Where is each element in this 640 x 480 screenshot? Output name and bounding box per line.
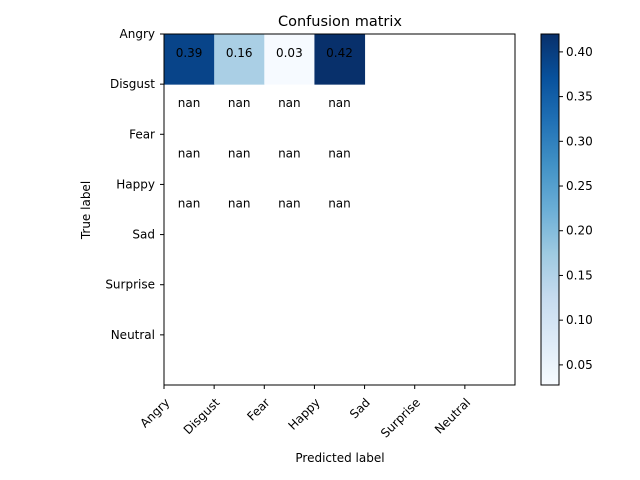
- y-axis-ticks: Angry Disgust Fear Happy Sad Surprise Neutral: [105, 27, 164, 342]
- y-tick-label: Happy: [116, 177, 155, 191]
- cell-value-label: 0.39: [176, 46, 203, 60]
- colorbar-tick-label: 0.15: [566, 268, 593, 282]
- x-tick-label: Sad: [347, 395, 373, 421]
- y-axis-label: True label: [79, 181, 93, 240]
- x-tick-label: Disgust: [181, 395, 223, 437]
- colorbar-ticks: 0.05 0.10 0.15 0.20 0.25 0.30 0.35 0.40: [559, 45, 593, 372]
- cell-value-label: nan: [178, 197, 201, 211]
- cell-value-label: nan: [278, 146, 301, 160]
- cell-value-label: nan: [228, 96, 251, 110]
- cell-value-label: 0.03: [276, 46, 303, 60]
- x-axis-ticks: Angry Disgust Fear Happy Sad Surprise Neutral: [137, 385, 473, 440]
- x-axis-label: Predicted label: [295, 451, 384, 465]
- colorbar-tick-label: 0.20: [566, 224, 593, 238]
- colorbar-tick-label: 0.05: [566, 358, 593, 372]
- heatmap-cells: [164, 34, 366, 85]
- x-tick-label: Neutral: [432, 395, 473, 436]
- y-tick-label: Surprise: [105, 278, 155, 292]
- cell-value-label: nan: [328, 197, 351, 211]
- plot-frame: [163, 33, 516, 386]
- heatmap-cell: [314, 34, 366, 85]
- cell-value-label: 0.16: [226, 46, 253, 60]
- heatmap-cell: [164, 34, 215, 85]
- x-tick-label: Surprise: [378, 395, 423, 440]
- x-tick-label: Angry: [137, 395, 172, 430]
- heatmap-cell: [264, 34, 315, 85]
- cell-value-labels: 0.39 0.16 0.03 0.42 nan nan nan nan nan nan nan nan…: [176, 46, 353, 210]
- chart-title: Confusion matrix: [278, 14, 402, 30]
- heatmap-cell: [214, 34, 265, 85]
- y-tick-label: Disgust: [110, 77, 155, 91]
- cell-value-label: nan: [228, 197, 251, 211]
- cell-value-label: nan: [228, 146, 251, 160]
- cell-value-label: nan: [178, 96, 201, 110]
- colorbar-tick-label: 0.40: [566, 45, 593, 59]
- x-tick-label: Fear: [244, 395, 272, 423]
- colorbar-tick-label: 0.25: [566, 179, 593, 193]
- cell-value-label: 0.42: [326, 46, 353, 60]
- cell-value-label: nan: [328, 96, 351, 110]
- colorbar-tick-label: 0.35: [566, 90, 593, 104]
- x-tick-label: Happy: [285, 395, 322, 432]
- y-tick-label: Neutral: [111, 328, 155, 342]
- colorbar: [540, 33, 560, 386]
- y-tick-label: Sad: [132, 228, 155, 242]
- y-tick-label: Angry: [120, 27, 155, 41]
- cell-value-label: nan: [328, 146, 351, 160]
- cell-value-label: nan: [278, 197, 301, 211]
- colorbar-tick-label: 0.10: [566, 313, 593, 327]
- y-tick-label: Fear: [129, 127, 155, 141]
- cell-value-label: nan: [278, 96, 301, 110]
- colorbar-tick-label: 0.30: [566, 134, 593, 148]
- cell-value-label: nan: [178, 146, 201, 160]
